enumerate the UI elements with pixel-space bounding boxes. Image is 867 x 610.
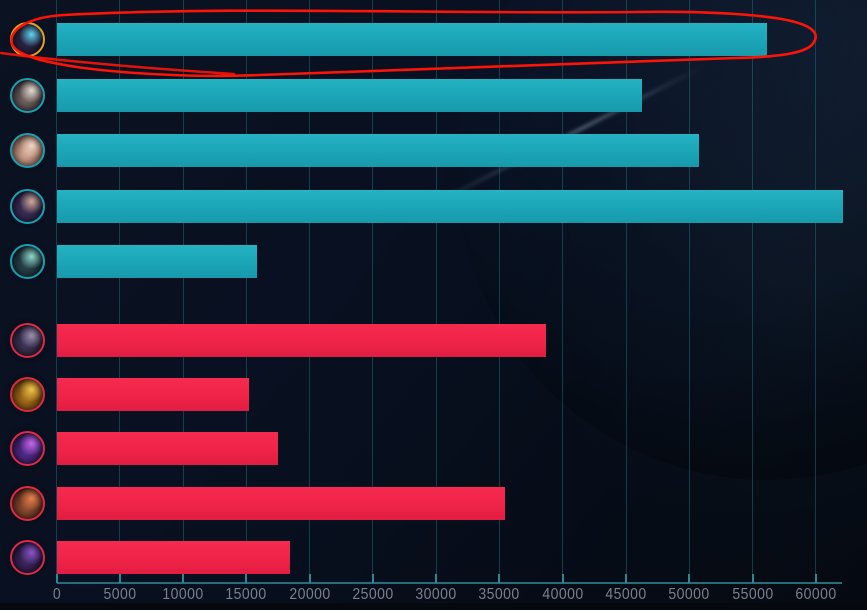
axis-tick xyxy=(308,574,311,583)
damage-bar-player-10[interactable] xyxy=(57,541,290,575)
damage-bar-player-5[interactable] xyxy=(57,245,257,279)
champion-avatar-player-8[interactable] xyxy=(9,431,45,467)
axis-tick-label: 20000 xyxy=(288,586,331,603)
axis-tick-label: 35000 xyxy=(478,586,521,603)
gridline xyxy=(688,0,690,583)
gridline xyxy=(815,0,817,583)
gridline xyxy=(562,0,564,583)
axis-tick-label: 15000 xyxy=(225,586,268,603)
axis-tick xyxy=(118,574,121,583)
axis-tick xyxy=(435,574,438,583)
damage-bar-player-8[interactable] xyxy=(57,432,279,466)
background-planet xyxy=(457,0,867,480)
axis-tick-label: 10000 xyxy=(162,586,204,603)
gridline xyxy=(56,0,57,583)
gridline xyxy=(119,0,121,583)
champion-avatar-player-6[interactable] xyxy=(9,322,45,358)
gridline xyxy=(309,0,311,583)
damage-bar-player-3[interactable] xyxy=(57,134,699,168)
champion-avatar-player-3[interactable] xyxy=(9,133,45,169)
axis-tick xyxy=(498,574,501,583)
axis-tick-label: 60000 xyxy=(795,586,837,603)
axis-tick xyxy=(688,574,691,583)
gridline xyxy=(498,0,500,583)
axis-tick xyxy=(55,574,58,583)
axis-tick-label: 25000 xyxy=(352,586,394,603)
axis-tick-label: 5000 xyxy=(103,586,137,603)
damage-bar-player-9[interactable] xyxy=(57,486,506,520)
gridline xyxy=(752,0,754,583)
damage-bar-player-1[interactable] xyxy=(57,23,767,57)
champion-avatar-player-2[interactable] xyxy=(9,77,45,113)
damage-bar-player-7[interactable] xyxy=(57,378,250,411)
gridline xyxy=(182,0,184,583)
axis-tick-label: 30000 xyxy=(415,586,457,603)
axis-tick-label: 45000 xyxy=(605,586,647,603)
axis-tick xyxy=(561,574,564,583)
champion-avatar-player-1[interactable] xyxy=(9,22,45,58)
damage-bar-player-2[interactable] xyxy=(57,78,642,112)
axis-tick xyxy=(751,574,754,583)
axis-tick xyxy=(814,574,817,583)
bottom-strip xyxy=(0,603,867,610)
x-axis-line xyxy=(56,582,843,584)
axis-tick xyxy=(182,574,185,583)
axis-tick-label: 50000 xyxy=(668,586,710,603)
axis-tick-label: 55000 xyxy=(731,586,774,603)
champion-avatar-player-5[interactable] xyxy=(9,244,45,280)
axis-tick xyxy=(625,574,628,583)
gridline xyxy=(245,0,247,583)
champion-avatar-player-9[interactable] xyxy=(9,485,45,521)
axis-tick-label: 0 xyxy=(52,586,61,603)
axis-tick-label: 40000 xyxy=(542,586,584,603)
axis-tick xyxy=(371,574,374,583)
gridline xyxy=(372,0,374,583)
axis-tick xyxy=(245,574,248,583)
gridline xyxy=(625,0,627,583)
champion-avatar-player-10[interactable] xyxy=(9,540,45,576)
champion-avatar-player-7[interactable] xyxy=(9,377,45,412)
damage-bar-player-6[interactable] xyxy=(57,323,546,357)
gridline xyxy=(435,0,437,583)
damage-bar-player-4[interactable] xyxy=(57,189,843,223)
champion-avatar-player-4[interactable] xyxy=(9,188,45,224)
